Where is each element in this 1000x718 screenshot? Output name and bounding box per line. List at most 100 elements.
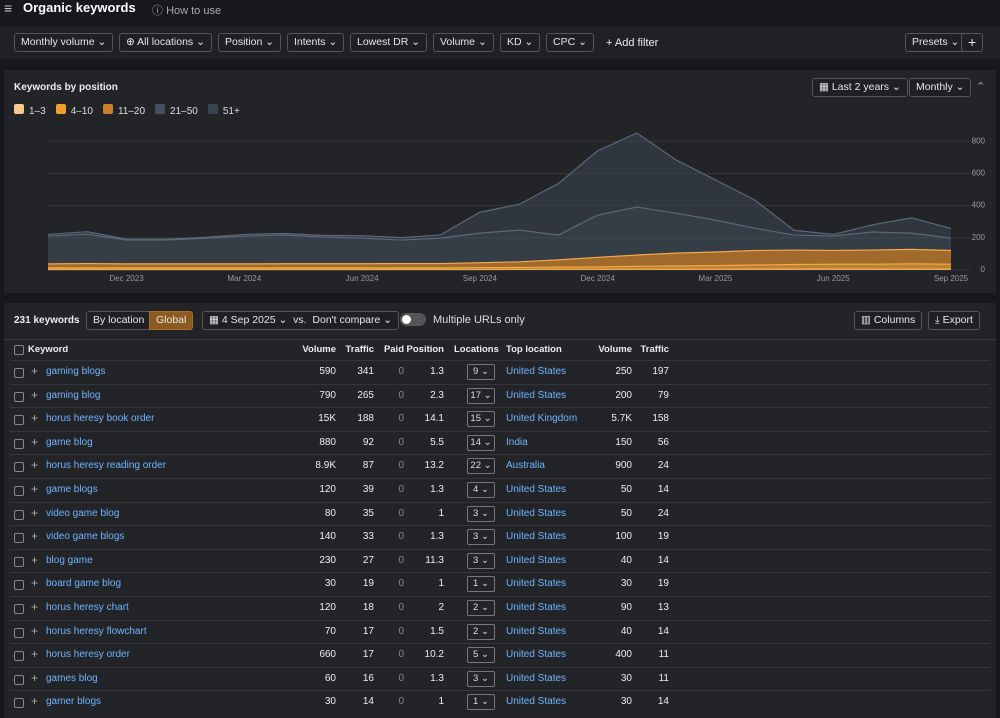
row-checkbox[interactable] — [14, 462, 24, 473]
global-button[interactable]: Global — [149, 311, 194, 330]
location-link[interactable]: United States — [506, 554, 567, 566]
legend-item[interactable]: 51+ — [207, 104, 240, 117]
filter-text[interactable]: Position — [225, 36, 263, 48]
row-checkbox[interactable] — [14, 486, 24, 496]
column-header[interactable]: Volume — [598, 344, 632, 355]
keyword-link[interactable]: video game blog — [46, 507, 120, 519]
keyword-link[interactable]: horus heresy reading order — [46, 460, 167, 472]
row-checkbox[interactable] — [14, 509, 24, 520]
expand-icon[interactable]: + — [31, 434, 39, 449]
locations-count[interactable]: 5 — [473, 649, 479, 661]
add-button[interactable]: + — [961, 33, 984, 52]
locations-count[interactable]: 1 — [473, 578, 479, 590]
location-link[interactable]: United States — [506, 672, 567, 684]
locations-count[interactable]: 3 — [473, 531, 479, 543]
export-button[interactable]: ⤓ Export — [928, 311, 980, 330]
location-link[interactable]: United States — [506, 507, 567, 519]
legend-label[interactable]: 51+ — [222, 106, 240, 117]
locations-count[interactable]: 9 — [473, 366, 479, 377]
expand-icon[interactable]: + — [31, 387, 39, 402]
filter-text[interactable]: Volume — [440, 36, 476, 48]
location-link[interactable]: United States — [506, 602, 567, 613]
legend-item[interactable]: 4–10 — [55, 104, 93, 117]
by-location-button[interactable]: By location — [86, 311, 152, 330]
column-header[interactable]: Top location — [506, 344, 562, 355]
location-link[interactable]: United States — [506, 366, 567, 377]
add-filter[interactable]: + Add filter — [606, 37, 658, 49]
keyword-link[interactable]: gamer blogs — [46, 696, 102, 708]
keyword-link[interactable]: horus heresy flowchart — [46, 625, 147, 637]
location-link[interactable]: United States — [506, 484, 567, 495]
expand-icon[interactable]: + — [31, 600, 39, 614]
keyword-link[interactable]: game blogs — [46, 484, 98, 495]
row-checkbox[interactable] — [14, 556, 24, 567]
expand-icon[interactable]: + — [31, 552, 39, 567]
expand-icon[interactable]: + — [31, 670, 39, 685]
locations-dropdown[interactable]: 5 ⌄ — [467, 647, 495, 664]
location-link[interactable]: United States — [506, 696, 567, 708]
legend-checkbox[interactable] — [14, 104, 24, 114]
expand-icon[interactable]: + — [31, 458, 39, 473]
add-filter-text[interactable]: Add filter — [614, 37, 659, 49]
locations-count[interactable]: 22 — [470, 460, 481, 472]
legend-checkbox[interactable] — [102, 104, 113, 114]
locations-count[interactable]: 1 — [473, 696, 479, 708]
presets-text[interactable]: Presets — [912, 36, 948, 48]
locations-count[interactable]: 3 — [473, 507, 479, 519]
locations-dropdown[interactable]: 17 ⌄ — [467, 387, 495, 404]
legend-label[interactable]: 21–50 — [170, 106, 198, 117]
filter-button[interactable]: Monthly volume ⌄ — [14, 33, 114, 52]
filter-button[interactable]: Lowest DR ⌄ — [350, 33, 428, 52]
keyword-link[interactable]: gaming blogs — [46, 366, 106, 377]
location-link[interactable]: United Kingdom — [506, 413, 578, 425]
locations-count[interactable]: 15 — [470, 413, 481, 425]
filter-text[interactable]: KD — [507, 36, 522, 48]
expand-icon[interactable]: + — [31, 694, 39, 709]
range-button[interactable]: ▦ Last 2 years ⌄ — [812, 78, 908, 97]
filter-button[interactable]: Intents ⌄ — [287, 33, 345, 52]
keyword-link[interactable]: board game blog — [46, 578, 122, 590]
export-text[interactable]: Export — [942, 314, 973, 326]
location-link[interactable]: United States — [506, 389, 567, 401]
date-text[interactable]: 4 Sep 2025 — [221, 314, 276, 326]
column-header[interactable]: Volume — [302, 344, 336, 355]
interval-button[interactable]: Monthly ⌄ — [909, 78, 972, 97]
location-link[interactable]: Australia — [506, 460, 545, 472]
keyword-link[interactable]: video game blogs — [46, 531, 125, 543]
locations-count[interactable]: 3 — [473, 554, 479, 566]
location-link[interactable]: United States — [506, 625, 567, 637]
locations-dropdown[interactable]: 4 ⌄ — [467, 482, 495, 498]
row-checkbox[interactable] — [14, 368, 24, 378]
legend-label[interactable]: 1–3 — [29, 106, 46, 117]
filter-button[interactable]: CPC ⌄ — [546, 33, 594, 52]
row-checkbox[interactable] — [14, 533, 24, 544]
legend-item[interactable]: 1–3 — [14, 104, 46, 117]
presets-button[interactable]: Presets ⌄ — [905, 33, 967, 52]
header-checkbox[interactable] — [14, 345, 24, 355]
locations-dropdown[interactable]: 22 ⌄ — [467, 458, 495, 475]
filter-button[interactable]: Position ⌄ — [218, 33, 282, 52]
expand-icon[interactable]: + — [31, 647, 39, 662]
filter-text[interactable]: All locations — [137, 36, 194, 48]
keyword-link[interactable]: horus heresy order — [46, 649, 130, 661]
locations-dropdown[interactable]: 3 ⌄ — [467, 552, 495, 569]
expand-icon[interactable]: + — [31, 482, 39, 496]
row-checkbox[interactable] — [14, 651, 24, 662]
row-checkbox[interactable] — [14, 391, 24, 402]
filter-text[interactable]: Lowest DR — [357, 36, 409, 48]
expand-icon[interactable]: + — [31, 411, 39, 426]
legend-label[interactable]: 11–20 — [117, 106, 146, 117]
locations-dropdown[interactable]: 9 ⌄ — [467, 364, 495, 380]
locations-dropdown[interactable]: 3 ⌄ — [467, 505, 495, 522]
keyword-link[interactable]: gaming blog — [46, 389, 101, 401]
keyword-link[interactable]: games blog — [46, 672, 98, 684]
filter-text[interactable]: CPC — [553, 36, 576, 48]
column-header[interactable]: Traffic — [345, 344, 374, 355]
toggle[interactable] — [400, 313, 426, 326]
filter-text[interactable]: Intents — [294, 36, 326, 48]
keyword-link[interactable]: horus heresy chart — [46, 602, 129, 613]
columns-text[interactable]: Columns — [873, 314, 916, 326]
location-link[interactable]: India — [506, 436, 528, 448]
date-button[interactable]: ▦ 4 Sep 2025 ⌄ vs. Don't compare ⌄ — [202, 311, 400, 330]
interval-text[interactable]: Monthly — [916, 81, 953, 93]
